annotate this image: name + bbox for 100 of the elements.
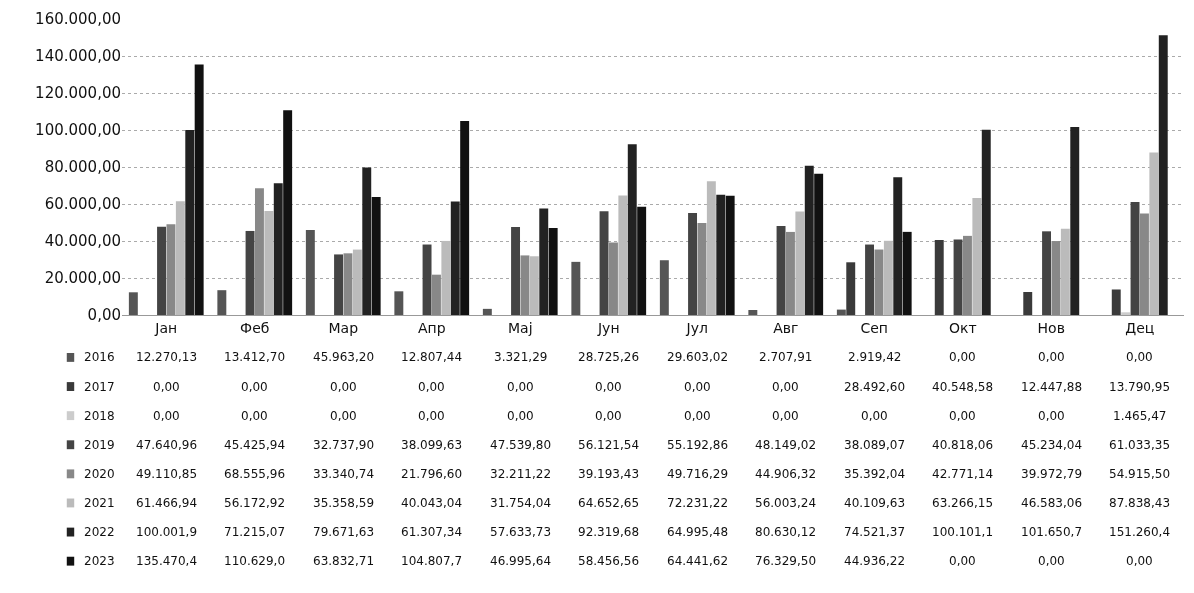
x-tick-label: Нов [1037,319,1065,336]
bar [697,223,707,315]
data-label: 0,00 [1126,554,1153,568]
data-label: 13.412,70 [224,350,286,364]
legend-label: 2022 [84,525,115,539]
data-label: 0,00 [241,380,268,394]
bar [441,240,451,315]
data-label: 61.466,94 [136,496,198,510]
y-tick-label: 40.000,00 [44,232,121,251]
bar [981,129,991,315]
bar [836,309,846,315]
data-label: 0,00 [153,380,180,394]
bar [846,262,856,315]
data-label: 64.441,62 [667,554,729,568]
x-tick-label: Мај [507,319,533,336]
bar [1042,231,1052,315]
data-label: 28.725,26 [578,350,640,364]
bar [1070,126,1080,315]
y-tick-label: 60.000,00 [44,195,121,214]
data-label: 13.790,95 [1109,380,1171,394]
data-label: 100.101,1 [932,525,994,539]
bar [608,242,618,315]
bar [934,239,944,315]
x-tick-label: Апр [417,319,446,336]
data-label: 39.193,43 [578,467,640,481]
bar [962,235,972,315]
data-label: 57.633,73 [490,525,552,539]
bar [748,309,758,315]
data-label: 35.358,59 [313,496,375,510]
bar [972,197,982,315]
data-label: 35.392,04 [844,467,906,481]
legend-label: 2019 [84,438,115,452]
bar [422,244,432,315]
y-tick-label: 140.000,00 [35,47,121,66]
bar [1111,289,1121,315]
y-tick-label: 0,00 [87,306,121,325]
data-label: 0,00 [507,409,534,423]
data-label: 0,00 [949,554,976,568]
x-tick-label: Дец [1125,319,1155,336]
bar [362,167,372,315]
data-label: 79.671,63 [313,525,375,539]
data-label: 33.340,74 [313,467,375,481]
x-tick-label: Јун [596,319,620,336]
data-label: 31.754,04 [490,496,552,510]
data-label: 45.234,04 [1021,438,1083,452]
data-label: 40.818,06 [932,438,994,452]
data-label: 0,00 [684,380,711,394]
bar [1130,202,1140,315]
data-label: 56.003,24 [755,496,817,510]
bar [185,130,195,315]
bar [217,290,227,315]
data-label: 55.192,86 [667,438,729,452]
data-label: 74.521,37 [844,525,906,539]
data-label: 63.266,15 [932,496,994,510]
data-label: 104.807,7 [401,554,463,568]
bar [520,255,530,315]
bar [1139,213,1149,315]
x-tick-label: Јул [685,319,708,336]
data-label: 56.172,92 [224,496,286,510]
bar [334,254,344,315]
x-tick-label: Сеп [860,319,889,336]
data-label: 44.936,22 [844,554,906,568]
bar [450,201,460,315]
bar [1051,241,1061,315]
data-label: 46.583,06 [1021,496,1083,510]
data-label: 40.109,63 [844,496,906,510]
bar [431,274,441,315]
y-tick-label: 100.000,00 [35,121,121,140]
data-label: 61.307,34 [401,525,463,539]
data-label: 0,00 [153,409,180,423]
bar [511,227,521,315]
data-label: 39.972,79 [1021,467,1083,481]
data-label: 32.737,90 [313,438,375,452]
bar [157,226,167,315]
data-label: 40.548,58 [932,380,994,394]
data-label: 63.832,71 [313,554,375,568]
data-label: 0,00 [684,409,711,423]
bar [1158,35,1168,315]
bar [716,194,726,315]
bar [371,196,381,315]
data-label: 0,00 [1038,554,1065,568]
data-label: 0,00 [1126,350,1153,364]
bar [529,256,539,315]
data-label: 0,00 [595,380,622,394]
legend-label: 2017 [84,380,115,394]
data-label: 32.211,22 [490,467,552,481]
bar [659,260,669,315]
data-label: 3.321,29 [494,350,548,364]
data-label: 47.640,96 [136,438,198,452]
data-label: 110.629,0 [224,554,286,568]
bar [599,211,609,315]
bar [804,165,814,315]
data-label: 56.121,54 [578,438,640,452]
x-tick-label: Авг [773,319,799,336]
bar [305,229,315,315]
bar [548,228,558,315]
data-label: 0,00 [418,409,445,423]
bar [1060,228,1070,315]
bar [776,225,786,315]
data-label: 135.470,4 [136,554,198,568]
